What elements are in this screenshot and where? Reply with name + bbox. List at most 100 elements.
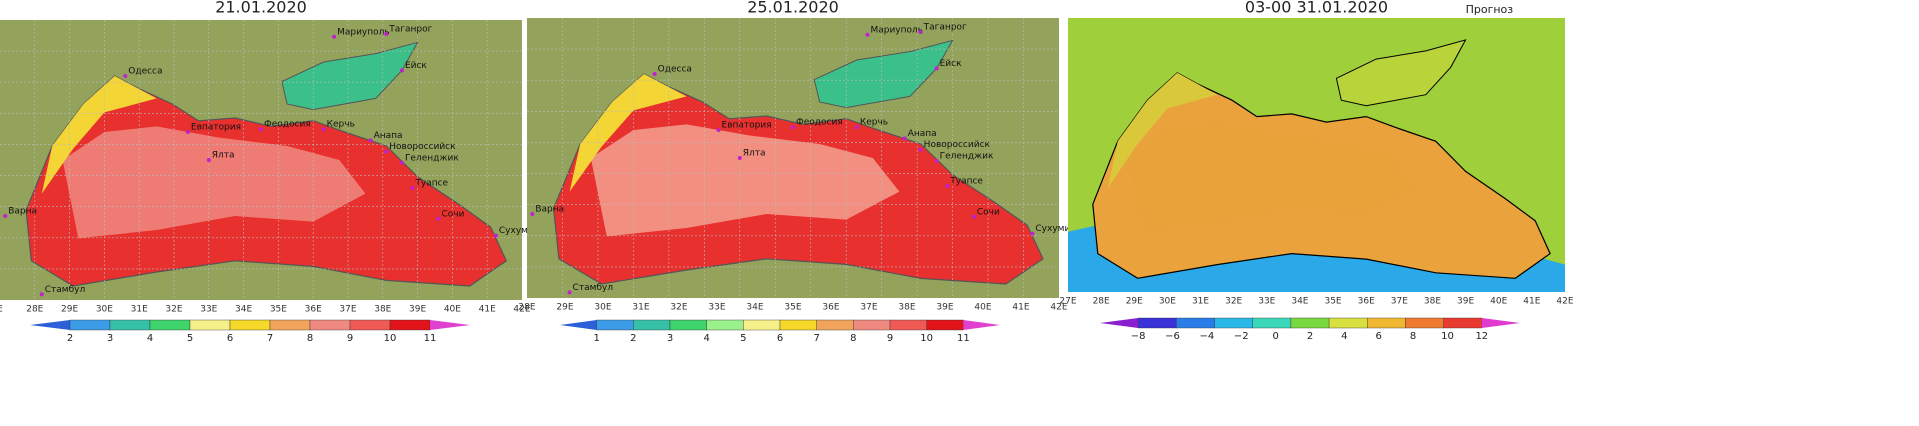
map-panel — [527, 18, 1059, 298]
city-dot — [918, 147, 923, 152]
colorbar-label: 6 — [1376, 331, 1382, 342]
city-dot — [934, 66, 939, 71]
longitude-label: 38E — [898, 303, 915, 313]
longitude-label: 30E — [594, 303, 611, 313]
city-label: Евпатория — [191, 123, 241, 133]
colorbar-arrow — [1100, 318, 1139, 328]
city-dot — [791, 125, 795, 130]
longitude-label: 42E — [1050, 303, 1067, 313]
colorbar-segment — [189, 319, 231, 331]
colorbar-segment — [229, 319, 271, 331]
longitude-label: 41E — [479, 305, 496, 315]
colorbar-segment — [926, 319, 964, 331]
colorbar-label: 1 — [593, 333, 599, 344]
city-dot — [918, 30, 923, 34]
longitude-label: E — [0, 305, 3, 315]
city-label: Варна — [535, 205, 564, 215]
longitude-label: 27E — [1059, 297, 1076, 307]
city-label: Сочи — [441, 209, 464, 219]
colorbar-segment — [309, 319, 351, 331]
city-dot — [854, 125, 859, 130]
colorbar-label: 10 — [384, 333, 397, 344]
colorbar-label: 8 — [850, 333, 856, 344]
city-dot — [716, 128, 721, 132]
city-dot — [185, 130, 190, 134]
colorbar-segment — [1405, 317, 1444, 329]
colorbar-label: 0 — [1272, 331, 1278, 342]
colorbar-segment — [669, 319, 707, 331]
colorbar-segment — [149, 319, 191, 331]
colorbar-segment — [816, 319, 854, 331]
city-label: Туапсе — [414, 179, 448, 189]
city-label: Варна — [8, 207, 37, 217]
longitude-label: 37E — [339, 305, 356, 315]
colorbar-segment — [853, 319, 891, 331]
longitude-label: 42E — [1556, 297, 1573, 307]
city-label: Геленджик — [940, 151, 994, 161]
colorbar-segment — [889, 319, 927, 331]
city-dot — [206, 158, 211, 162]
map-panel — [1068, 18, 1565, 292]
city-dot — [123, 74, 128, 78]
colorbar-label: 3 — [107, 333, 113, 344]
colorbar-segment — [1443, 317, 1483, 329]
colorbar-segment — [1290, 317, 1330, 329]
colorbar-segment — [1176, 317, 1215, 329]
city-dot — [436, 216, 441, 221]
longitude-label: 31E — [1192, 297, 1209, 307]
sea-inner — [590, 124, 900, 237]
longitude-label: 29E — [556, 303, 573, 313]
longitude-label: 31E — [632, 303, 649, 313]
longitude-label: 40E — [974, 303, 991, 313]
colorbar-segment — [706, 319, 744, 331]
colorbar-label: 9 — [347, 333, 353, 344]
colorbar-arrow — [560, 320, 597, 330]
colorbar-segment — [269, 319, 311, 331]
longitude-label: 28E — [1093, 297, 1110, 307]
city-label: Одесса — [658, 65, 692, 75]
colorbar-segment — [349, 319, 391, 331]
longitude-label: 29E — [61, 305, 78, 315]
map-title: 25.01.2020 — [747, 0, 839, 17]
longitude-label: 39E — [1457, 297, 1474, 307]
colorbar-label: 4 — [147, 333, 153, 344]
city-label: Стамбул — [45, 285, 85, 295]
city-dot — [399, 160, 404, 165]
colorbar-label: 4 — [1341, 331, 1347, 342]
city-label: Ейск — [940, 59, 962, 69]
colorbar-label: 4 — [703, 333, 709, 344]
longitude-label: 36E — [822, 303, 839, 313]
colorbar-label: 10 — [1441, 331, 1454, 342]
city-dot — [567, 290, 572, 295]
city-dot — [384, 32, 389, 36]
city-label: Таганрог — [388, 25, 432, 35]
azov-sea — [1335, 39, 1467, 107]
longitude-label: 32E — [165, 305, 182, 315]
city-label: Геленджик — [405, 153, 459, 163]
city-dot — [493, 233, 498, 238]
colorbar-segment — [1252, 317, 1292, 329]
longitude-label: 31E — [131, 305, 148, 315]
longitude-label: 39E — [936, 303, 953, 313]
colorbar-label: 6 — [777, 333, 783, 344]
colorbar-arrow — [30, 320, 70, 330]
colorbar-segment — [1137, 317, 1177, 329]
longitude-label: 34E — [1291, 297, 1308, 307]
shelf — [569, 74, 687, 192]
longitude-label: 33E — [708, 303, 725, 313]
city-label: Мариуполь — [870, 25, 923, 35]
city-dot — [945, 184, 950, 188]
city-label: Анапа — [908, 129, 937, 139]
longitude-label: 32E — [670, 303, 687, 313]
colorbar-label: 7 — [813, 333, 819, 344]
longitude-label: 41E — [1012, 303, 1029, 313]
city-dot — [737, 156, 742, 160]
colorbar-label: 6 — [227, 333, 233, 344]
colorbar-label: 2 — [630, 333, 636, 344]
city-dot — [902, 136, 907, 141]
longitude-label: 40E — [444, 305, 461, 315]
longitude-label: 41E — [1523, 297, 1540, 307]
city-dot — [384, 149, 389, 154]
colorbar-segment — [1214, 317, 1253, 329]
map-title: 03-00 31.01.2020 — [1245, 0, 1388, 17]
